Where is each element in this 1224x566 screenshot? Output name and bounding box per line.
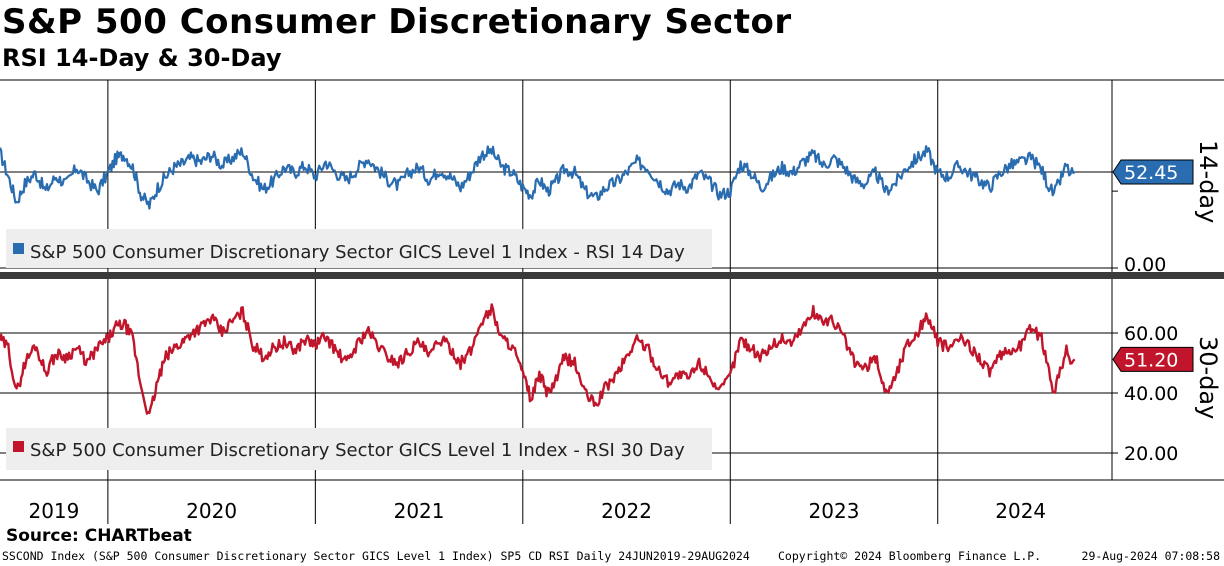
rsi14-last-value-badge-shape: [1112, 159, 1194, 185]
rsi14-series-line: [0, 145, 1076, 210]
rsi30-legend-box: [6, 428, 712, 470]
rsi30-legend-label: S&P 500 Consumer Discretionary Sector GI…: [30, 440, 685, 461]
rsi14-legend-box: [6, 229, 712, 268]
rsi14-axis-label-0: 0.00: [1124, 254, 1166, 276]
rsi30-axis-label-1: 40.00: [1124, 383, 1178, 405]
x-tick-label-2020: 2020: [186, 499, 237, 523]
rsi30-last-value-badge-text: 51.20: [1124, 349, 1178, 371]
rsi14-panel-label: 14-day: [1194, 140, 1222, 223]
rsi30-legend: S&P 500 Consumer Discretionary Sector GI…: [6, 428, 712, 470]
source-note: Source: CHARTbeat: [6, 526, 192, 546]
rsi30-last-value-badge-shape: [1112, 346, 1194, 372]
footer-timestamp: 29-Aug-2024 07:08:58: [1081, 549, 1220, 563]
rsi30-last-value-badge: 51.20: [1112, 346, 1194, 372]
footer-index-description: SSCOND Index (S&P 500 Consumer Discretio…: [2, 549, 750, 563]
x-tick-label-2019: 2019: [28, 499, 79, 523]
x-tick-label-2023: 2023: [809, 499, 860, 523]
rsi30-axis-label-2: 20.00: [1124, 443, 1178, 465]
panel-divider: [0, 272, 1224, 279]
rsi14-legend-swatch: [13, 243, 24, 254]
rsi14-legend: S&P 500 Consumer Discretionary Sector GI…: [6, 229, 712, 268]
rsi30-series-line: [0, 303, 1076, 415]
footer-copyright: Copyright© 2024 Bloomberg Finance L.P.: [778, 549, 1042, 563]
x-tick-label-2021: 2021: [394, 499, 445, 523]
rsi30-legend-swatch: [13, 441, 24, 452]
rsi14-last-value-badge: 52.45: [1112, 159, 1194, 185]
rsi30-panel-label: 30-day: [1194, 336, 1222, 419]
chart-title: S&P 500 Consumer Discretionary Sector: [2, 2, 792, 42]
chart-subtitle: RSI 14-Day & 30-Day: [2, 44, 282, 72]
rsi14-last-value-badge-text: 52.45: [1124, 162, 1178, 184]
x-tick-label-2022: 2022: [601, 499, 652, 523]
x-tick-label-2024: 2024: [995, 499, 1046, 523]
rsi14-legend-label: S&P 500 Consumer Discretionary Sector GI…: [30, 242, 685, 263]
rsi30-axis-label-0: 60.00: [1124, 323, 1178, 345]
